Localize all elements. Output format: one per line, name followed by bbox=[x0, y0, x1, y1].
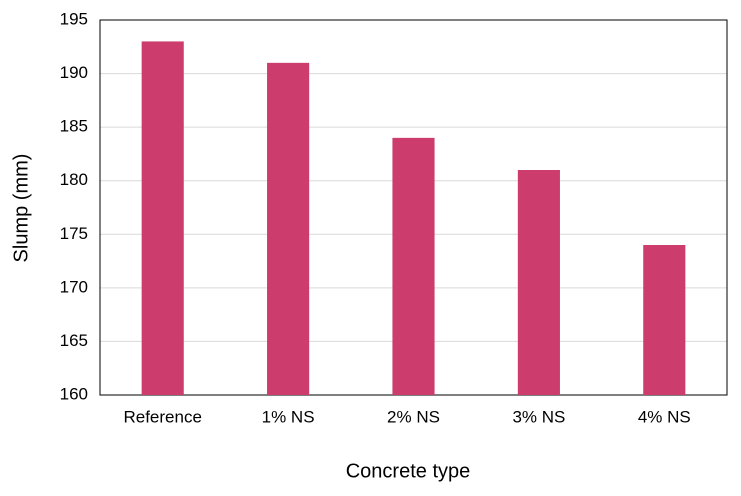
y-tick-label: 160 bbox=[60, 384, 88, 403]
bar bbox=[392, 137, 435, 395]
x-tick-label: Reference bbox=[123, 407, 201, 426]
x-tick-label: 1% NS bbox=[262, 407, 315, 426]
x-tick-label: 2% NS bbox=[387, 407, 440, 426]
y-tick-label: 175 bbox=[60, 224, 88, 243]
x-tick-label: 3% NS bbox=[512, 407, 565, 426]
y-tick-label: 195 bbox=[60, 9, 88, 28]
y-tick-label: 180 bbox=[60, 170, 88, 189]
y-tick-label: 170 bbox=[60, 277, 88, 296]
x-tick-label: 4% NS bbox=[638, 407, 691, 426]
bar bbox=[267, 62, 310, 395]
bar bbox=[517, 170, 560, 395]
y-axis-title: Slump (mm) bbox=[10, 154, 32, 263]
bar bbox=[141, 41, 184, 396]
y-tick-label: 185 bbox=[60, 117, 88, 136]
bar bbox=[643, 245, 686, 395]
y-tick-label: 165 bbox=[60, 331, 88, 350]
y-tick-label: 190 bbox=[60, 63, 88, 82]
x-axis-title: Concrete type bbox=[346, 460, 471, 482]
